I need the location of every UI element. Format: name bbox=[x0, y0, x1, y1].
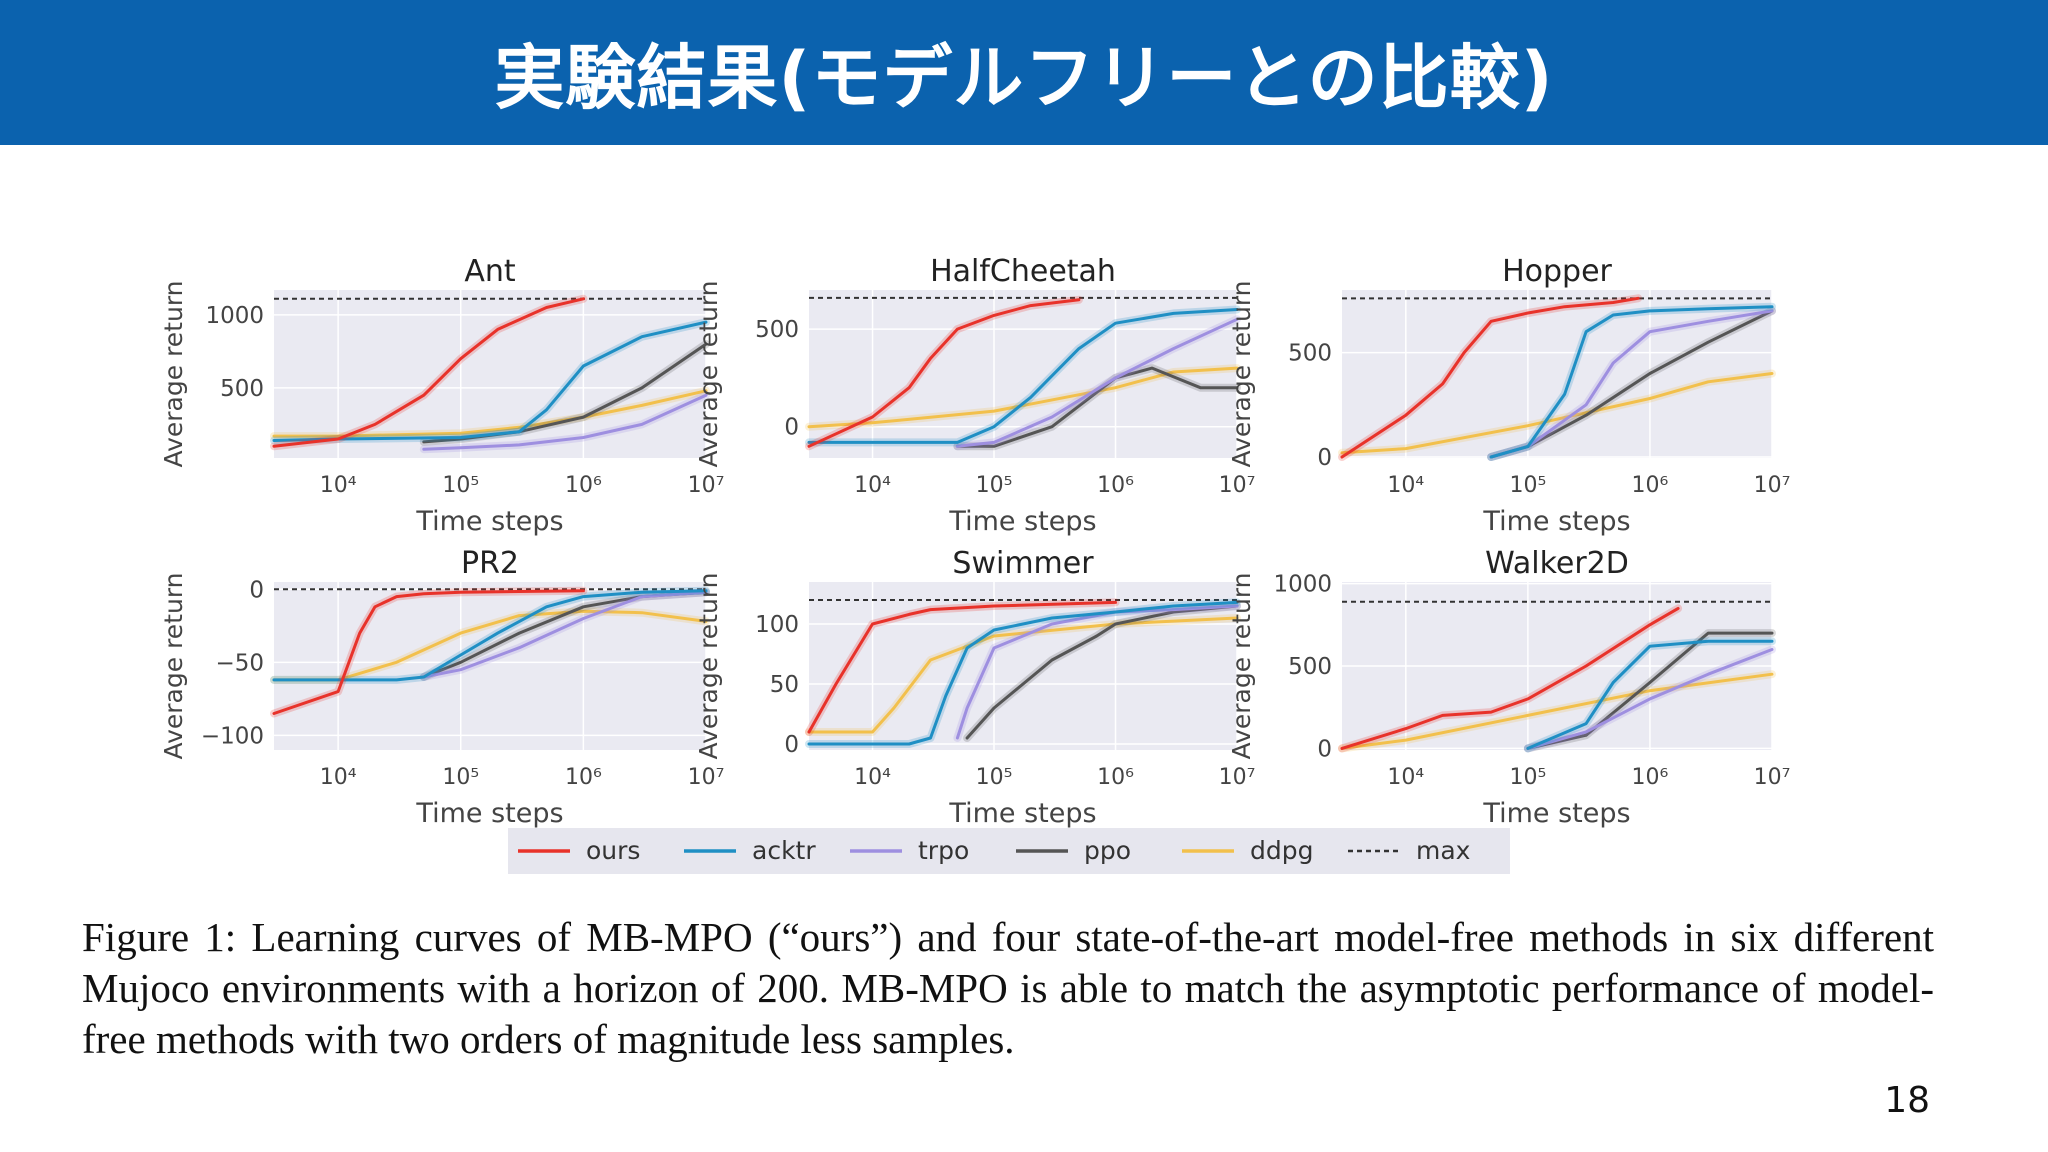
series-line-ppo bbox=[422, 342, 708, 444]
legend-label-max: max bbox=[1416, 836, 1470, 865]
x-tick-label: 10⁴ bbox=[1387, 765, 1424, 790]
series-line-acktr bbox=[1489, 305, 1774, 459]
subplot-title: PR2 bbox=[461, 546, 519, 581]
legend-label-acktr: acktr bbox=[752, 836, 816, 865]
x-tick-label: 10⁵ bbox=[442, 765, 479, 790]
x-tick-label: 10⁴ bbox=[1387, 473, 1424, 498]
x-tick-label: 10⁶ bbox=[1632, 765, 1669, 790]
x-tick-label: 10⁵ bbox=[976, 473, 1013, 498]
x-tick-label: 10⁴ bbox=[854, 473, 891, 498]
series-line-acktr bbox=[807, 308, 1239, 444]
y-tick-label: 500 bbox=[1288, 341, 1332, 367]
x-axis-label: Time steps bbox=[1482, 798, 1630, 829]
series-line-ppo bbox=[1526, 631, 1774, 750]
x-tick-label: 10⁷ bbox=[1219, 765, 1256, 790]
y-tick-label: 50 bbox=[770, 672, 799, 698]
subplot-title: Hopper bbox=[1502, 254, 1612, 289]
x-tick-label: 10⁶ bbox=[1097, 473, 1134, 498]
y-tick-label: 0 bbox=[249, 577, 264, 603]
y-axis-label: Average return bbox=[1227, 280, 1256, 467]
x-tick-label: 10⁴ bbox=[320, 765, 357, 790]
x-axis-label: Time steps bbox=[1482, 506, 1630, 537]
legend-label-ppo: ppo bbox=[1084, 836, 1131, 865]
y-tick-label: 500 bbox=[1288, 654, 1332, 680]
y-tick-label: 500 bbox=[755, 317, 799, 343]
x-tick-label: 10⁷ bbox=[1219, 473, 1256, 498]
y-tick-label: −50 bbox=[215, 650, 264, 676]
y-tick-label: 0 bbox=[784, 732, 799, 758]
subplot-pr2: 10⁴ 10⁵ 10⁶ 10⁷ −100 −50 0 PR2 Time steps Average… bbox=[159, 546, 724, 829]
legend-label-ours: ours bbox=[586, 836, 640, 865]
series-line-ours bbox=[807, 298, 1081, 448]
y-tick-label: −100 bbox=[201, 723, 264, 749]
x-axis-label: Time steps bbox=[948, 506, 1096, 537]
y-axis-label: Average return bbox=[694, 280, 723, 467]
x-tick-label: 10⁵ bbox=[1509, 473, 1546, 498]
x-tick-label: 10⁷ bbox=[688, 765, 725, 790]
x-tick-label: 10⁷ bbox=[688, 473, 725, 498]
x-tick-label: 10⁷ bbox=[1754, 765, 1791, 790]
y-tick-label: 1000 bbox=[205, 303, 264, 329]
series-line-acktr bbox=[807, 600, 1239, 746]
x-tick-label: 10⁵ bbox=[1509, 765, 1546, 790]
x-tick-label: 10⁷ bbox=[1754, 473, 1791, 498]
legend: ours acktr trpo ppo ddpg max bbox=[508, 828, 1510, 874]
series-line-ours bbox=[272, 297, 585, 448]
title-bar: 実験結果(モデルフリーとの比較) bbox=[0, 0, 2048, 145]
x-tick-label: 10⁴ bbox=[854, 765, 891, 790]
slide-title: 実験結果(モデルフリーとの比較) bbox=[494, 37, 1554, 119]
y-axis-label: Average return bbox=[159, 280, 188, 467]
series-line-ours bbox=[1340, 296, 1640, 459]
series-line-trpo bbox=[422, 393, 708, 451]
series-line-acktr bbox=[272, 320, 708, 442]
series-line-acktr bbox=[1526, 639, 1774, 750]
subplot-title: Ant bbox=[464, 254, 516, 289]
y-axis-label: Average return bbox=[159, 572, 188, 759]
series-line-ours bbox=[272, 589, 585, 715]
y-tick-label: 100 bbox=[755, 612, 799, 638]
x-axis-label: Time steps bbox=[415, 798, 563, 829]
x-tick-label: 10⁵ bbox=[442, 473, 479, 498]
page-number: 18 bbox=[1884, 1080, 1930, 1121]
y-axis-label: Average return bbox=[1227, 572, 1256, 759]
subplot-swimmer: 10⁴ 10⁵ 10⁶ 10⁷ 0 50 100 Swimmer Time steps Avera… bbox=[694, 546, 1255, 829]
figure-caption: Figure 1: Learning curves of MB-MPO (“ou… bbox=[82, 914, 1934, 1062]
series-line-ddpg bbox=[1340, 672, 1774, 750]
series-line-trpo bbox=[422, 590, 708, 679]
legend-label-ddpg: ddpg bbox=[1250, 836, 1313, 865]
x-axis-label: Time steps bbox=[948, 798, 1096, 829]
x-tick-label: 10⁴ bbox=[320, 473, 357, 498]
subplot-title: Walker2D bbox=[1485, 546, 1629, 581]
subplot-halfcheetah: 10⁴ 10⁵ 10⁶ 10⁷ 0 500 HalfCheetah Time steps Ave… bbox=[694, 254, 1255, 537]
subplot-hopper: 10⁴ 10⁵ 10⁶ 10⁷ 0 500 Hopper Time steps Average … bbox=[1227, 254, 1790, 537]
y-axis-label: Average return bbox=[694, 572, 723, 759]
subplot-ant: 10⁴ 10⁵ 10⁶ 10⁷ 500 1000 Ant Time steps Average … bbox=[159, 254, 724, 537]
series-line-ddpg bbox=[272, 609, 708, 682]
series-line-ddpg bbox=[272, 389, 708, 438]
series-line-ours bbox=[1340, 606, 1680, 750]
legend-box bbox=[508, 828, 1510, 874]
subplot-walker2d: 10⁴ 10⁵ 10⁶ 10⁷ 0 500 1000 Walker2D Time steps Av… bbox=[1227, 546, 1790, 829]
subplot-title: Swimmer bbox=[952, 546, 1094, 581]
x-tick-label: 10⁵ bbox=[976, 765, 1013, 790]
x-tick-label: 10⁶ bbox=[565, 765, 602, 790]
y-tick-label: 0 bbox=[784, 415, 799, 441]
y-tick-label: 0 bbox=[1317, 736, 1332, 762]
x-tick-label: 10⁶ bbox=[1097, 765, 1134, 790]
x-tick-label: 10⁶ bbox=[1632, 473, 1669, 498]
y-tick-label: 0 bbox=[1317, 445, 1332, 471]
legend-label-trpo: trpo bbox=[918, 836, 969, 865]
x-tick-label: 10⁶ bbox=[565, 473, 602, 498]
subplot-title: HalfCheetah bbox=[930, 254, 1116, 289]
series-line-trpo bbox=[1526, 648, 1774, 750]
series-line-trpo bbox=[955, 317, 1239, 448]
y-tick-label: 1000 bbox=[1273, 572, 1332, 598]
y-tick-label: 500 bbox=[220, 376, 264, 402]
series-line-ours bbox=[807, 600, 1117, 734]
x-axis-label: Time steps bbox=[415, 506, 563, 537]
series-line-ppo bbox=[965, 604, 1239, 740]
series-line-acktr bbox=[272, 589, 708, 682]
series-line-trpo bbox=[955, 604, 1239, 740]
